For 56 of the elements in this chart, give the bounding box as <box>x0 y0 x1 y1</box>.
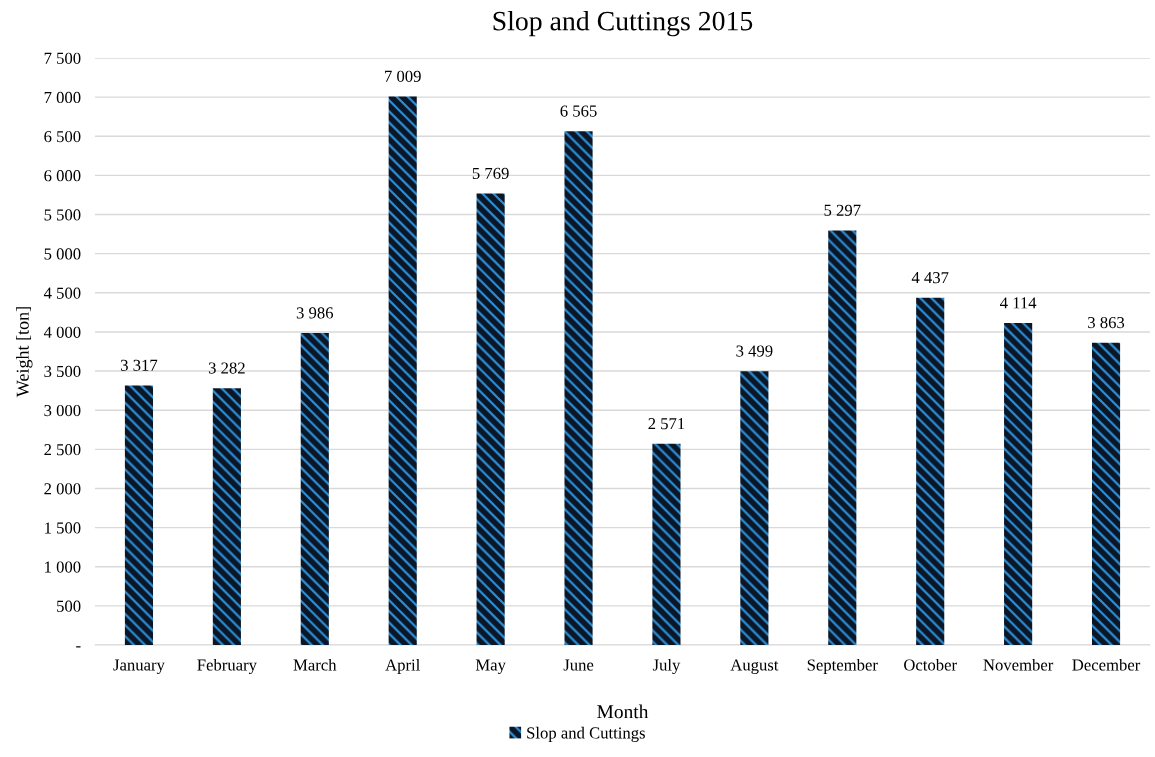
y-tick-label: 4 500 <box>43 287 81 299</box>
y-tick-label: 5 000 <box>44 248 81 260</box>
x-tick-label: July <box>652 658 681 675</box>
bar <box>828 230 857 645</box>
bar <box>1091 342 1121 645</box>
x-tick-label: January <box>113 659 165 674</box>
bar <box>124 385 154 645</box>
data-label: 5 769 <box>472 167 509 179</box>
y-tick-label: 5 500 <box>44 209 81 221</box>
bar <box>916 297 945 645</box>
x-tick-label: June <box>563 659 594 671</box>
data-label: 6 565 <box>560 105 597 117</box>
bar <box>476 193 505 645</box>
y-tick-label: 6 000 <box>44 170 81 182</box>
bar <box>564 131 593 645</box>
y-tick-label: 4 000 <box>43 326 81 338</box>
chart-title: Slop and Cuttings 2015 <box>493 10 753 37</box>
y-tick-label: 3 500 <box>44 365 81 378</box>
data-label: 3 282 <box>208 362 245 374</box>
x-tick-label: August <box>730 659 779 674</box>
bar <box>740 371 769 645</box>
data-label: 4 114 <box>1000 297 1037 309</box>
y-tick-label: 2 000 <box>44 483 81 495</box>
y-tick-label: 7 000 <box>44 91 81 104</box>
x-tick-label: November <box>983 658 1054 671</box>
data-label: 3 317 <box>121 359 158 371</box>
data-label: 4 437 <box>911 272 949 284</box>
data-label: 3 986 <box>296 307 334 319</box>
y-tick-label: 3 000 <box>44 404 81 417</box>
y-tick-label: 2 500 <box>44 444 81 456</box>
y-tick-label: 7 500 <box>44 52 81 64</box>
x-tick-label: March <box>293 658 337 671</box>
x-tick-label: February <box>197 658 257 675</box>
bar <box>388 96 417 645</box>
data-label: 5 297 <box>824 204 861 216</box>
data-label: 3 499 <box>736 345 773 357</box>
y-axis-title: Weight [ton] <box>16 307 33 398</box>
bar <box>1004 323 1033 645</box>
y-tick-label: 1 500 <box>45 522 81 534</box>
y-tick-label: 6 500 <box>44 130 81 143</box>
bar <box>652 443 681 645</box>
bar <box>300 333 329 645</box>
bar <box>212 388 241 645</box>
y-tick-label: 500 <box>57 600 81 612</box>
y-tick-label: - <box>76 646 81 648</box>
x-axis-title: Month <box>597 704 649 719</box>
data-label: 2 571 <box>648 418 685 430</box>
x-tick-label: October <box>904 658 957 671</box>
x-tick-label: December <box>1072 658 1141 671</box>
x-tick-label: April <box>385 658 420 674</box>
y-tick-label: 1 000 <box>45 561 81 573</box>
data-label: 3 863 <box>1088 316 1125 329</box>
x-tick-label: May <box>475 659 506 674</box>
x-tick-label: September <box>807 658 878 674</box>
data-label: 7 009 <box>385 70 421 82</box>
legend-label: Slop and Cuttings <box>527 726 645 742</box>
